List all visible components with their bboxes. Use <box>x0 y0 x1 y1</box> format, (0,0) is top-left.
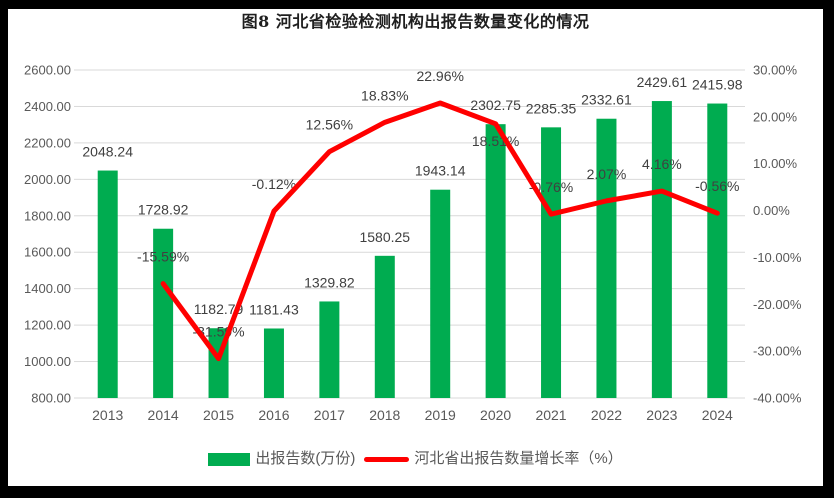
line-data-label: 4.16% <box>642 156 682 172</box>
left-axis-tick-label: 1400.00 <box>24 281 71 296</box>
x-axis-label: 2014 <box>148 407 179 423</box>
bar-2014 <box>153 228 174 398</box>
left-axis-tick-label: 1800.00 <box>24 208 71 223</box>
right-axis-tick-label: -40.00% <box>753 391 802 406</box>
line-data-label: 18.83% <box>361 87 408 103</box>
left-axis-tick-label: 1000.00 <box>24 354 71 369</box>
bar-2020 <box>485 124 506 398</box>
bar-data-label: 2429.61 <box>637 74 688 90</box>
x-axis-label: 2019 <box>425 407 456 423</box>
x-axis-label: 2023 <box>646 407 677 423</box>
line-data-label: -0.76% <box>529 179 573 195</box>
x-axis-label: 2020 <box>480 407 511 423</box>
bar-data-label: 2285.35 <box>526 100 577 116</box>
bar-2019 <box>430 189 451 398</box>
legend-label-reports: 出报告数(万份) <box>255 450 356 467</box>
legend-item-growth-rate: 河北省出报告数量增长率（%） <box>364 450 623 468</box>
line-data-label: -0.12% <box>252 176 296 192</box>
bar-2017 <box>319 301 340 398</box>
bar-2024 <box>707 103 728 398</box>
left-axis-tick-label: 2000.00 <box>24 172 71 187</box>
bar-data-label: 2048.24 <box>82 144 133 160</box>
left-axis-tick-label: 2600.00 <box>24 63 71 78</box>
right-axis-tick-label: 20.00% <box>753 109 798 124</box>
bar-2016 <box>263 328 284 398</box>
left-axis-tick-label: 1200.00 <box>24 318 71 333</box>
bar-data-label: 1181.43 <box>249 301 299 317</box>
left-axis-tick-label: 2200.00 <box>24 135 71 150</box>
bar-data-label: 1943.14 <box>415 163 466 179</box>
line-data-label: -0.56% <box>695 178 739 194</box>
legend-label-growth-rate: 河北省出报告数量增长率（%） <box>414 450 623 467</box>
line-data-label: 2.07% <box>587 166 627 182</box>
legend: 出报告数(万份) 河北省出报告数量增长率（%） <box>8 450 823 468</box>
bar-data-label: 1182.79 <box>194 301 244 317</box>
line-series-swatch <box>364 456 410 462</box>
growth-rate-line <box>160 100 720 362</box>
left-axis-tick-label: 2400.00 <box>24 99 71 114</box>
line-data-label: 22.96% <box>416 68 463 84</box>
x-axis-label: 2024 <box>702 407 733 423</box>
bar-2022 <box>596 118 617 399</box>
right-axis-tick-label: -20.00% <box>753 297 802 312</box>
bar-series-swatch <box>208 452 251 466</box>
right-axis-tick-label: 10.00% <box>753 156 798 171</box>
bar-data-label: 2332.61 <box>581 92 632 108</box>
chart-plot: 2600.00 2400.00 2200.00 2000.00 1800.00 1600.… <box>24 63 802 424</box>
left-axis-tick-label: 800.00 <box>31 391 71 406</box>
x-axis-label: 2017 <box>314 407 345 423</box>
line-data-label: -15.59% <box>137 249 189 265</box>
x-axis-label: 2018 <box>369 407 400 423</box>
x-axis-label: 2015 <box>203 407 234 423</box>
x-axis-label: 2013 <box>92 407 123 423</box>
left-axis-tick-label: 1600.00 <box>24 245 71 260</box>
right-axis-tick-label: -30.00% <box>753 344 802 359</box>
bar-data-label: 1329.82 <box>304 274 355 290</box>
bar-2018 <box>374 255 395 398</box>
x-axis-label: 2022 <box>591 407 622 423</box>
x-axis-label: 2021 <box>535 407 566 423</box>
chart-canvas <box>8 9 823 486</box>
bar-data-label: 2415.98 <box>692 77 743 93</box>
bar-data-label: 1580.25 <box>359 229 410 245</box>
bar-data-label: 2302.75 <box>470 97 521 113</box>
legend-item-reports: 出报告数(万份) <box>208 450 355 468</box>
bar-2023 <box>651 101 672 399</box>
chart-title: 图8 河北省检验检测机构出报告数量变化的情况 <box>241 12 590 31</box>
line-data-label: 12.56% <box>306 117 353 133</box>
right-axis-tick-label: 30.00% <box>753 63 798 78</box>
right-axis-tick-label: -10.00% <box>753 250 802 265</box>
bar-2013 <box>97 170 118 398</box>
bar-data-label: 1728.92 <box>138 202 189 218</box>
bar-2021 <box>541 127 562 399</box>
right-axis-tick-label: 0.00% <box>753 203 790 218</box>
x-axis-label: 2016 <box>258 407 289 423</box>
